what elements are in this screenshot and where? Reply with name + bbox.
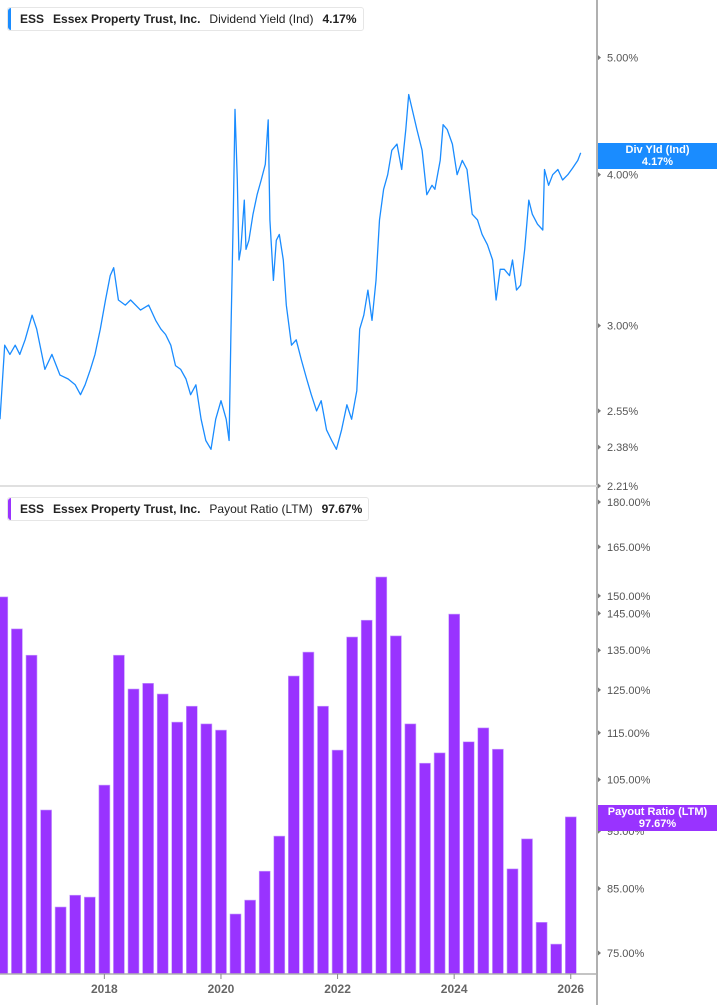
payout-bar xyxy=(142,682,154,975)
top-legend: ESS Essex Property Trust, Inc. Dividend … xyxy=(7,7,364,31)
payout-bar xyxy=(273,835,286,975)
x-tick-label: 2018 xyxy=(91,982,118,996)
tag-value: 97.67% xyxy=(638,818,677,830)
payout-bar xyxy=(0,596,9,975)
payout-bar xyxy=(200,723,213,975)
payout-bar xyxy=(462,741,475,975)
payout-bar xyxy=(171,721,183,975)
legend-color-swatch xyxy=(8,498,11,520)
tick-mark xyxy=(598,544,601,550)
payout-bar xyxy=(492,748,504,975)
tag-value: 4.17% xyxy=(641,156,674,168)
legend-ticker: ESS xyxy=(20,502,45,516)
payout-bar xyxy=(419,762,431,975)
payout-bar xyxy=(11,628,23,975)
legend-metric: Payout Ratio (LTM) xyxy=(209,502,313,516)
y-tick-label-yield: 4.00% xyxy=(607,170,638,182)
tick-mark xyxy=(598,172,601,178)
y-tick-label-payout: 125.00% xyxy=(607,685,651,697)
tick-mark xyxy=(598,885,601,891)
y-tick-label-payout: 75.00% xyxy=(607,948,645,960)
y-tick-label-payout: 145.00% xyxy=(607,608,651,620)
y-tick-label-payout: 165.00% xyxy=(607,542,651,554)
bottom-legend: ESS Essex Property Trust, Inc. Payout Ra… xyxy=(7,497,370,521)
y-tick-label-payout: 105.00% xyxy=(607,775,651,787)
payout-bar xyxy=(215,729,227,975)
y-tick-label-yield: 5.00% xyxy=(607,53,638,65)
y-tick-label-yield: 2.55% xyxy=(607,406,638,418)
payout-bar xyxy=(521,838,533,975)
tick-mark xyxy=(598,483,601,489)
payout-bar xyxy=(127,688,140,975)
tick-mark xyxy=(598,730,601,736)
tick-mark xyxy=(598,55,601,61)
x-tick-label: 2020 xyxy=(208,982,235,996)
legend-color-swatch xyxy=(8,8,11,30)
payout-bar xyxy=(287,675,300,975)
payout-bar xyxy=(331,749,344,975)
y-tick-label-payout: 180.00% xyxy=(607,497,651,509)
payout-bar xyxy=(186,705,198,975)
y-tick-label-yield: 2.21% xyxy=(607,481,638,493)
tick-mark xyxy=(598,647,601,653)
payout-bar xyxy=(433,752,446,975)
dividend-yield-line xyxy=(0,93,582,450)
payout-bar xyxy=(25,654,38,975)
tag-label: Payout Ratio (LTM) xyxy=(607,806,708,818)
payout-bar xyxy=(69,894,81,975)
legend-value: 97.67% xyxy=(321,502,363,516)
payout-bar xyxy=(244,899,256,975)
payout-bar xyxy=(113,654,125,975)
payout-bar xyxy=(535,921,548,975)
payout-bar xyxy=(550,943,563,975)
y-tick-label-payout: 135.00% xyxy=(607,645,651,657)
y-tick-label-yield: 2.38% xyxy=(607,442,638,454)
payout-bar xyxy=(346,636,358,975)
x-tick-label: 2022 xyxy=(324,982,351,996)
tick-mark xyxy=(598,408,601,414)
yield-value-tag: Div Yld (Ind) 4.17% xyxy=(598,143,717,169)
y-tick-label-yield: 3.00% xyxy=(607,321,638,333)
legend-value: 4.17% xyxy=(322,12,357,26)
legend-ticker: ESS xyxy=(20,12,45,26)
payout-bar xyxy=(477,727,490,975)
tag-label: Div Yld (Ind) xyxy=(625,144,690,156)
payout-value-tag: Payout Ratio (LTM) 97.67% xyxy=(598,805,717,831)
legend-metric: Dividend Yield (Ind) xyxy=(209,12,314,26)
y-tick-label-payout: 115.00% xyxy=(607,728,650,740)
tick-mark xyxy=(598,323,601,329)
y-tick-label-payout: 85.00% xyxy=(607,883,645,895)
tick-mark xyxy=(598,687,601,693)
payout-bar xyxy=(98,784,111,975)
tick-mark xyxy=(598,593,601,599)
payout-bar xyxy=(564,816,577,975)
tick-mark xyxy=(598,777,601,783)
payout-bar xyxy=(302,651,315,975)
tick-mark xyxy=(598,950,601,956)
payout-bar xyxy=(40,809,52,975)
x-tick-label: 2024 xyxy=(441,982,468,996)
payout-bar xyxy=(404,723,417,975)
tick-mark xyxy=(598,444,601,450)
payout-bar xyxy=(448,613,461,975)
payout-bar xyxy=(317,705,329,975)
payout-bar xyxy=(375,576,388,975)
payout-bar xyxy=(84,896,96,975)
payout-bar xyxy=(506,868,519,975)
y-tick-label-payout: 150.00% xyxy=(607,591,651,603)
legend-company: Essex Property Trust, Inc. xyxy=(53,502,201,516)
payout-bar xyxy=(54,906,67,975)
tick-mark xyxy=(598,499,601,505)
payout-bar xyxy=(360,619,373,975)
tick-mark xyxy=(598,610,601,616)
x-tick-label: 2026 xyxy=(557,982,584,996)
payout-bar xyxy=(390,635,402,975)
payout-bar xyxy=(156,693,169,975)
legend-company: Essex Property Trust, Inc. xyxy=(53,12,201,26)
payout-bar xyxy=(258,870,271,975)
payout-bar xyxy=(229,913,242,975)
